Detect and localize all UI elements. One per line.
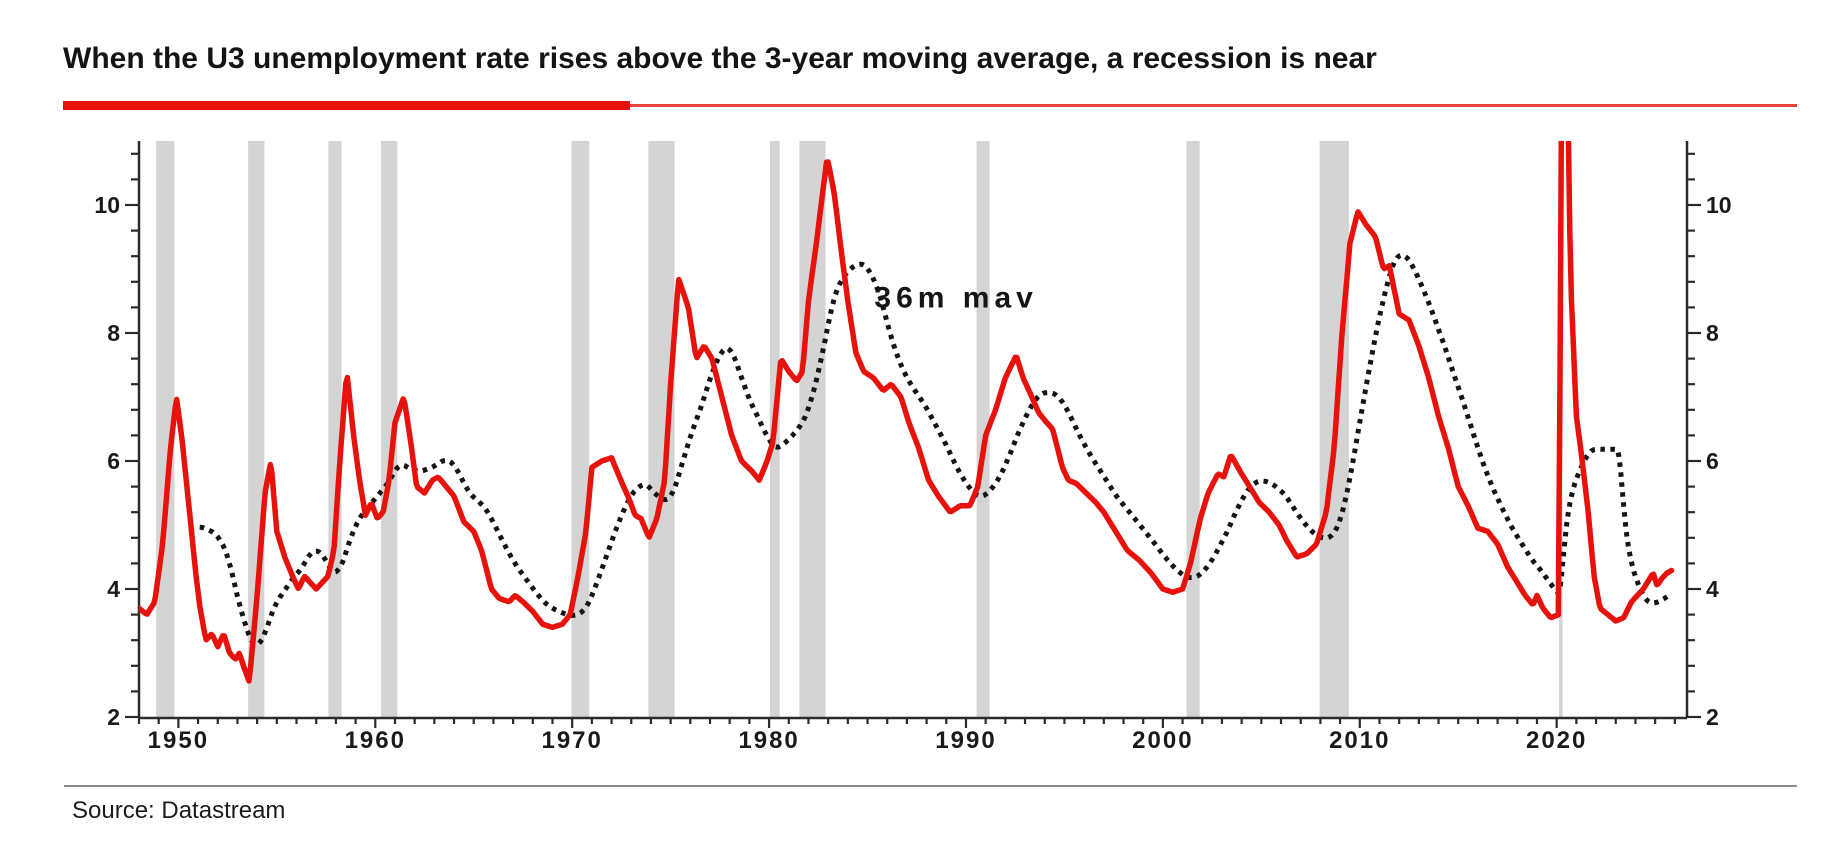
recession-band xyxy=(799,141,826,718)
x-axis-label: 1950 xyxy=(148,727,209,754)
y-axis-label-left: 8 xyxy=(107,320,120,346)
y-axis-label-left: 6 xyxy=(107,448,120,474)
x-axis-label: 1990 xyxy=(935,727,996,754)
y-axis-label-right: 2 xyxy=(1706,704,1719,730)
mav-annotation-label: 36m mav xyxy=(874,282,1037,315)
y-axis-label-right: 10 xyxy=(1706,192,1732,218)
recession-band xyxy=(328,141,342,718)
x-axis-label: 2020 xyxy=(1526,727,1587,754)
x-axis-label: 1980 xyxy=(738,727,799,754)
page-title: When the U3 unemployment rate rises abov… xyxy=(63,42,1377,75)
y-axis-label-right: 4 xyxy=(1706,576,1719,602)
u3-line xyxy=(139,141,1675,684)
recession-band xyxy=(571,141,590,718)
axis-ticks xyxy=(125,152,1701,728)
y-axis-label-right: 6 xyxy=(1706,448,1719,474)
recession-band xyxy=(1186,141,1200,718)
x-axis-label: 1970 xyxy=(541,727,602,754)
recession-band xyxy=(380,141,398,718)
footer-divider xyxy=(64,785,1797,787)
title-underline-thick xyxy=(63,101,630,110)
x-axis-label: 2000 xyxy=(1132,727,1193,754)
x-axis-label: 2010 xyxy=(1329,727,1390,754)
y-axis-label-left: 4 xyxy=(107,576,120,602)
source-credit: Source: Datastream xyxy=(72,797,286,824)
y-axis-label-left: 2 xyxy=(107,704,120,730)
mav-line xyxy=(199,252,1674,647)
title-underline-thin xyxy=(630,104,1797,107)
recession-bands xyxy=(156,141,1563,718)
y-axis-label-left: 10 xyxy=(94,192,120,218)
recession-band xyxy=(648,141,675,718)
axes xyxy=(137,141,1689,720)
axis-labels: 2 2 4 4 6 6 8 8 10 10 1950 1960 1970 1980 1990 2000 2010… xyxy=(94,192,1731,754)
recession-band xyxy=(976,141,990,718)
x-axis-label: 1960 xyxy=(345,727,406,754)
series-lines xyxy=(139,141,1675,684)
y-axis-label-right: 8 xyxy=(1706,320,1719,346)
